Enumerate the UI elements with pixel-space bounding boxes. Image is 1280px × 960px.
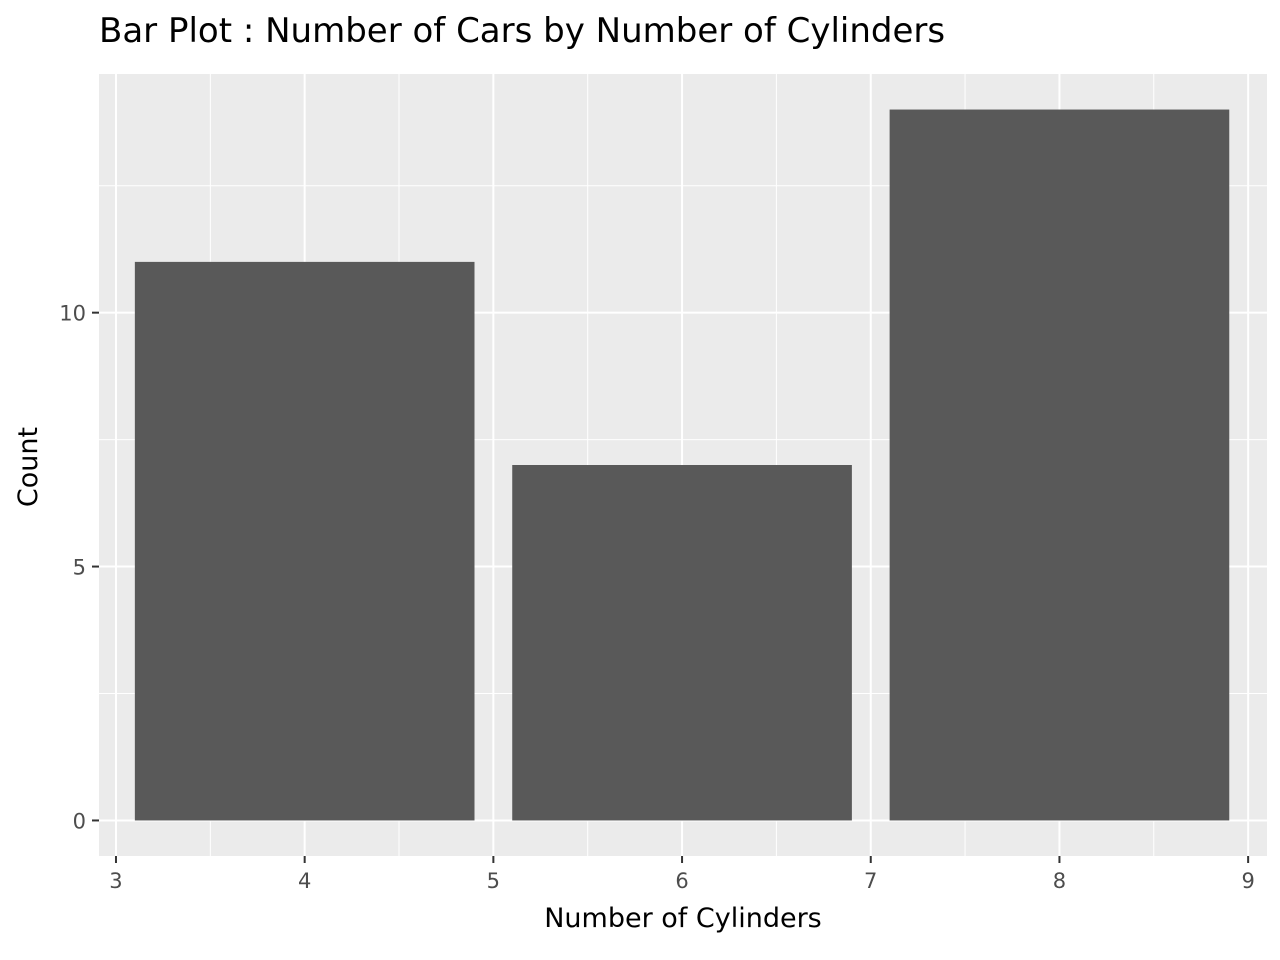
x-tick-label: 7 [864,869,877,893]
x-axis: 3 4 5 6 7 8 9 [109,856,1255,893]
y-axis-title: Count [13,427,44,507]
x-tick-label: 4 [298,869,311,893]
x-axis-title: Number of Cylinders [544,903,822,934]
bars [134,109,1230,821]
bar-cyl-4 [134,261,475,821]
y-axis: 0 5 10 [59,302,99,833]
bar-cyl-8 [889,109,1230,821]
chart-title: Bar Plot : Number of Cars by Number of C… [99,11,945,51]
x-tick-label: 3 [109,869,122,893]
x-tick-label: 9 [1241,869,1254,893]
y-tick-label: 0 [73,809,86,833]
bar-cyl-6 [512,465,852,821]
y-tick-label: 5 [73,556,86,580]
x-tick-label: 6 [675,869,688,893]
y-tick-label: 10 [59,302,86,326]
x-tick-label: 8 [1053,869,1066,893]
x-tick-label: 5 [487,869,500,893]
